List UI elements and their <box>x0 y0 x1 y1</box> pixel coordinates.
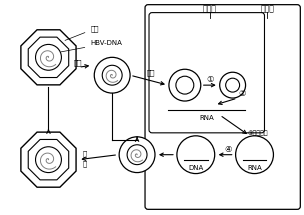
Text: DNA: DNA <box>188 165 203 171</box>
Text: ④: ④ <box>224 145 231 154</box>
Circle shape <box>226 78 240 92</box>
Text: 衣完: 衣完 <box>65 26 99 40</box>
FancyBboxPatch shape <box>145 5 300 209</box>
Circle shape <box>127 145 147 165</box>
Text: RNA: RNA <box>247 165 262 171</box>
Circle shape <box>220 72 246 98</box>
Polygon shape <box>28 140 69 180</box>
Circle shape <box>36 45 61 70</box>
Polygon shape <box>28 37 69 78</box>
Circle shape <box>176 76 194 94</box>
Circle shape <box>119 137 155 173</box>
Text: 放: 放 <box>82 160 87 167</box>
Circle shape <box>102 65 122 85</box>
Text: 细胞核: 细胞核 <box>203 5 217 14</box>
Circle shape <box>169 69 201 101</box>
Text: HBV-DNA: HBV-DNA <box>61 40 122 52</box>
Text: RNA: RNA <box>199 115 214 121</box>
Circle shape <box>36 147 61 173</box>
FancyBboxPatch shape <box>149 13 264 133</box>
Polygon shape <box>21 132 76 187</box>
Circle shape <box>177 136 215 174</box>
Text: 细胞质: 细胞质 <box>261 5 275 14</box>
Text: ③合成衩完: ③合成衩完 <box>247 130 268 136</box>
Text: 穿入: 穿入 <box>74 59 83 66</box>
Text: 释: 释 <box>82 150 87 157</box>
Text: 脱完: 脱完 <box>147 69 155 75</box>
Circle shape <box>94 57 130 93</box>
Polygon shape <box>21 30 76 85</box>
Text: ①: ① <box>206 75 213 84</box>
Circle shape <box>236 136 273 174</box>
Text: ②: ② <box>239 89 246 98</box>
